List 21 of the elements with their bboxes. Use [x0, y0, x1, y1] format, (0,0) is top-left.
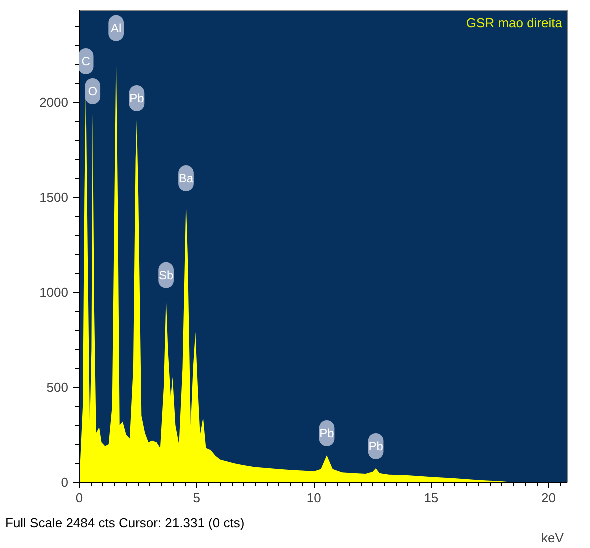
x-tick-label: 15 [424, 490, 439, 506]
annotation: Pb [320, 426, 335, 441]
y-tick-label: 2000 [40, 94, 68, 110]
annotation: Pb [130, 92, 145, 106]
x-tick-label: 10 [306, 490, 322, 506]
annotation: Ba [178, 172, 194, 186]
annotation: Sb [158, 268, 174, 282]
annotation: O [88, 84, 98, 98]
annotation: Al [111, 21, 122, 36]
annotation: C [82, 54, 91, 68]
y-tick-label: 1000 [40, 284, 68, 300]
y-tick-label: 1500 [40, 190, 68, 205]
y-tick-label: 0 [61, 475, 69, 490]
chart-title: GSR mao direita [466, 16, 564, 30]
annotation: Pb [368, 439, 384, 454]
x-tick-label: 0 [76, 490, 84, 506]
x-axis-title: keV [542, 530, 564, 546]
text: Full Scale 2484 cts Cursor: 21.331 (0 cts) [6, 516, 245, 530]
x-tick-label: 20 [542, 490, 556, 506]
x-tick-label: 5 [193, 490, 200, 506]
y-tick-label: 500 [46, 380, 69, 395]
